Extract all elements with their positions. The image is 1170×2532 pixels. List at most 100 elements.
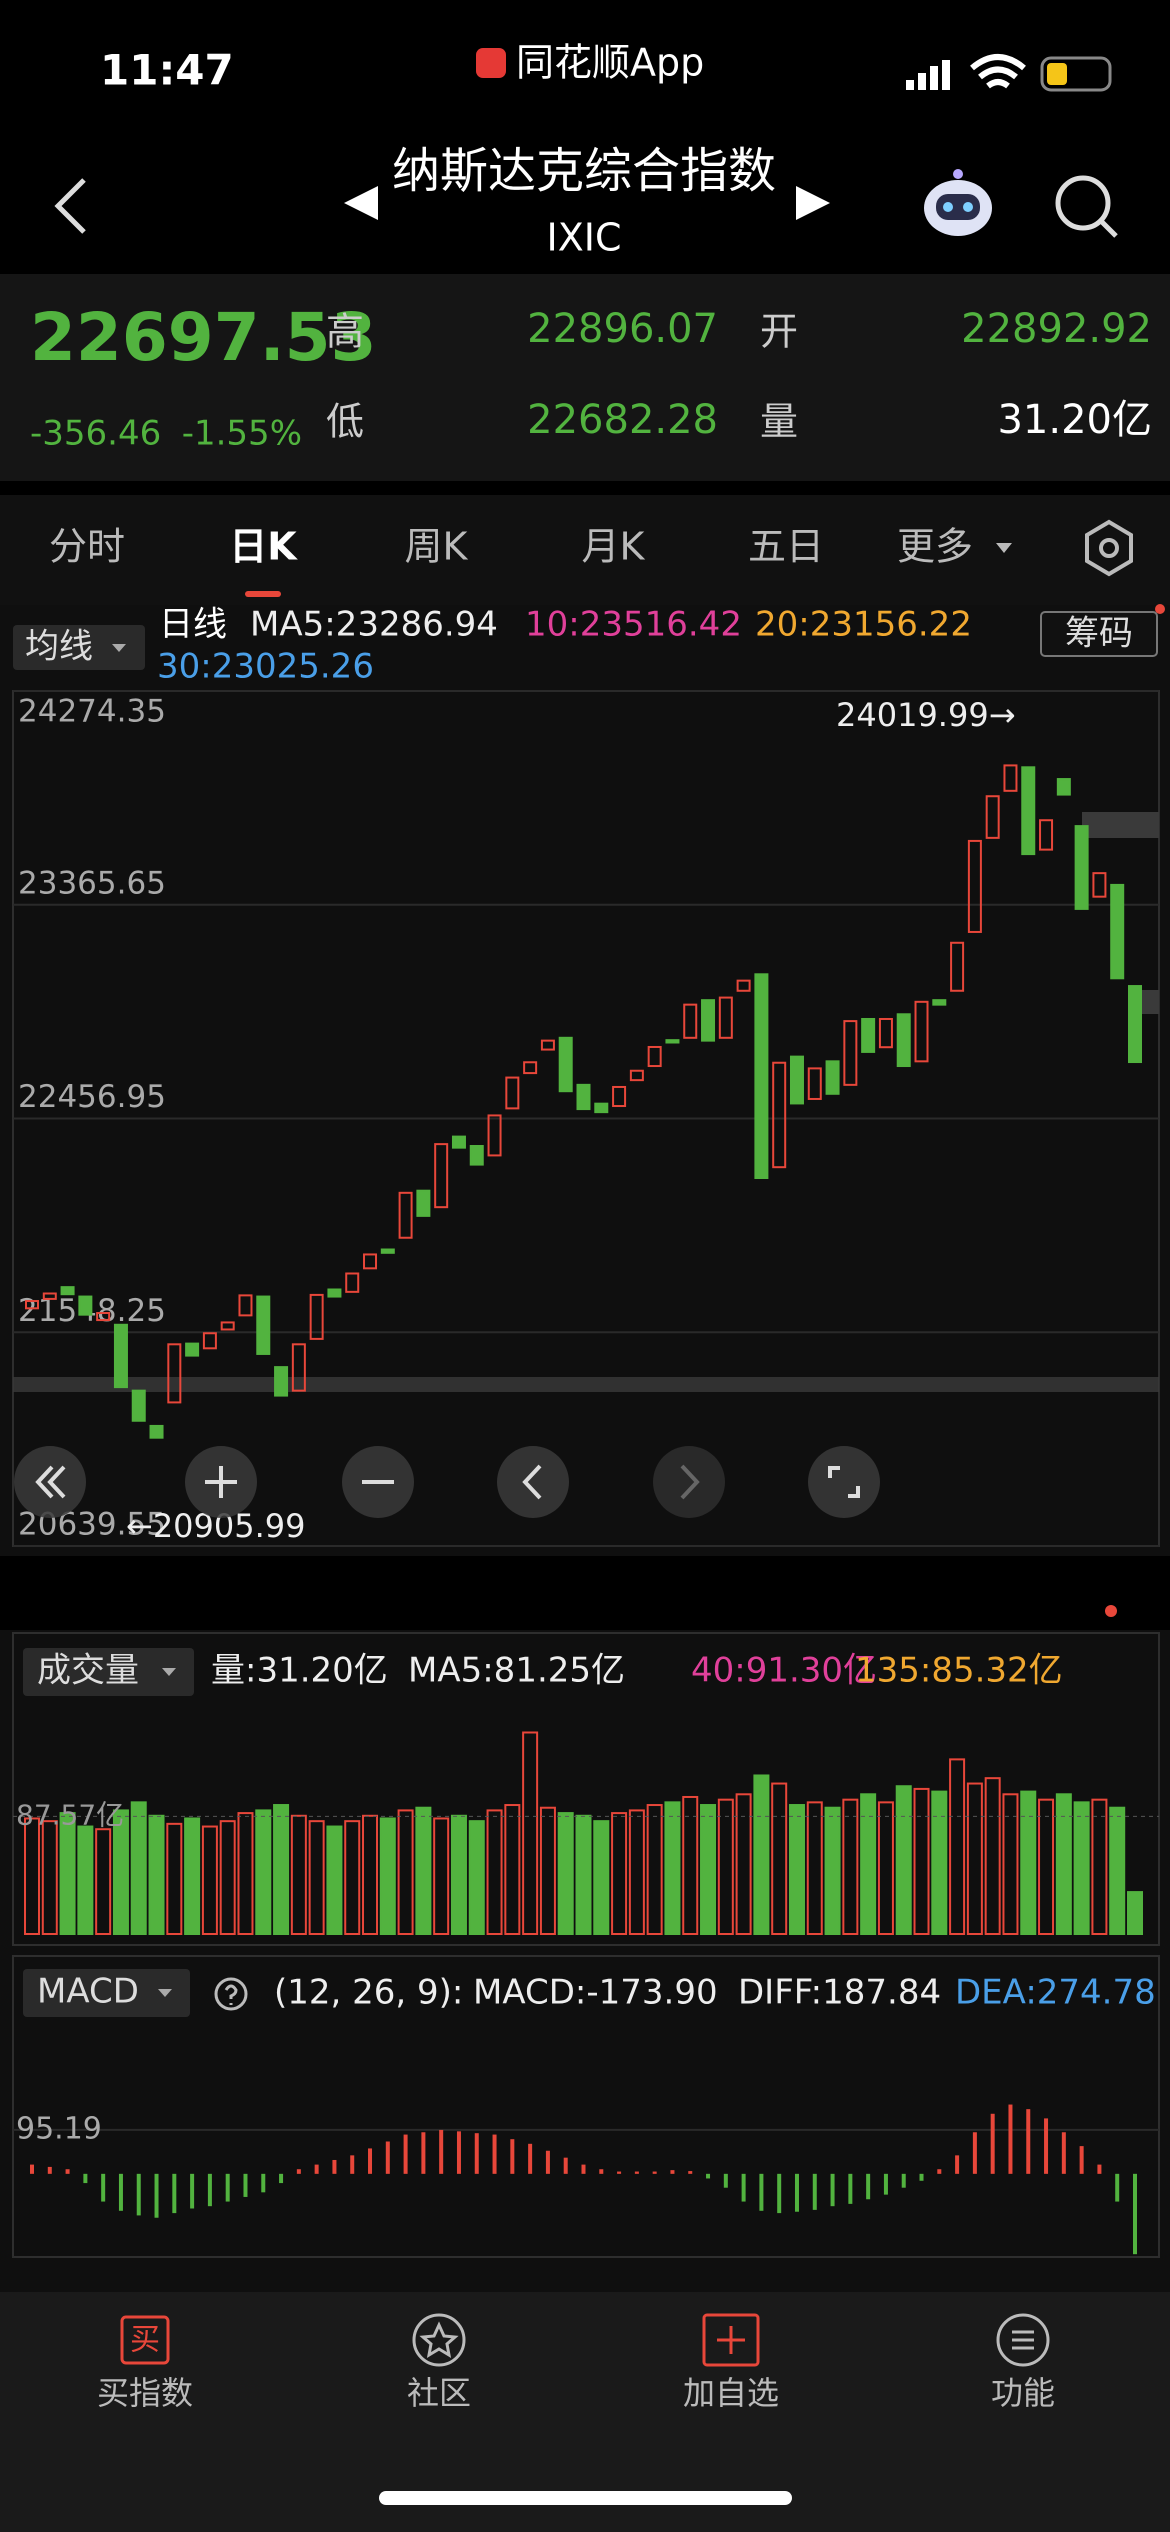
index-title: 纳斯达克综合指数 [392, 143, 776, 199]
candle [505, 1076, 520, 1110]
macd-value: MACD:-173.90 [473, 1973, 718, 2013]
volume-bar [593, 1820, 610, 1935]
volume-bar [824, 1806, 841, 1936]
candle [149, 1424, 164, 1439]
volume-bar [895, 1785, 912, 1935]
community-icon[interactable] [412, 2313, 466, 2367]
macd-bar [688, 2171, 693, 2174]
ma-button[interactable] [13, 625, 145, 670]
volume-bar [77, 1825, 94, 1936]
candle [718, 996, 733, 1039]
candle [238, 1294, 253, 1317]
macd-bar [83, 2173, 88, 2184]
high-annotation: 24019.99→ [836, 696, 1016, 734]
macd-bar [652, 2171, 657, 2174]
volume-bar [1002, 1793, 1019, 1936]
candle [274, 1366, 289, 1397]
scroll-left-icon [35, 1465, 66, 1499]
date-axis-bg [0, 1556, 1170, 1630]
candle [291, 1343, 306, 1392]
candle [612, 1085, 627, 1108]
macd-bar [883, 2173, 888, 2195]
ma30: 30:23025.26 [157, 647, 374, 687]
macd-bar [723, 2173, 728, 2188]
candle [878, 1017, 893, 1049]
tab[interactable]: 月K [582, 525, 646, 569]
settings-icon[interactable] [1085, 519, 1133, 577]
volume-bar [59, 1812, 76, 1936]
candle [131, 1389, 146, 1422]
y-tick-label: 95.19 [16, 2111, 102, 2146]
macd-bar [617, 2171, 622, 2174]
fullscreen-button[interactable] [808, 1446, 880, 1518]
candle [540, 1039, 555, 1051]
volume-ma135: 135:85.32亿 [855, 1651, 1063, 1691]
tab[interactable]: 五日 [748, 525, 824, 569]
next-button[interactable] [653, 1446, 725, 1518]
macd-bar [279, 2173, 284, 2184]
nav-label[interactable]: 社区 [407, 2374, 471, 2412]
volume-bar [184, 1817, 201, 1935]
candle [202, 1332, 217, 1350]
back-button[interactable] [54, 178, 86, 234]
volume-bar [700, 1804, 717, 1935]
help-glyph [224, 1984, 238, 2005]
macd-bar [403, 2134, 408, 2174]
prev-button[interactable] [497, 1446, 569, 1518]
volume-bar [753, 1774, 770, 1935]
macd-bar [456, 2131, 461, 2174]
change-pct: -1.55% [182, 414, 302, 454]
buy-icon[interactable] [120, 2315, 170, 2365]
function-lines [1012, 2330, 1034, 2350]
macd-bar [794, 2173, 799, 2212]
chips-button[interactable] [1040, 611, 1158, 657]
candle [843, 1020, 858, 1086]
macd-bar [812, 2173, 817, 2210]
macd-button[interactable] [23, 1969, 190, 2017]
macd-bar [65, 2169, 70, 2174]
macd-bar [154, 2173, 159, 2218]
chart-background [0, 605, 1170, 2292]
buy-icon-text: 买 [130, 2323, 160, 2358]
macd-button-text: MACD [37, 1972, 139, 2012]
macd-bar [937, 2169, 942, 2174]
macd-bar [563, 2157, 568, 2174]
prev-arrow[interactable] [344, 186, 378, 220]
search-icon[interactable] [1055, 175, 1111, 231]
macd-bar [172, 2173, 177, 2214]
candle [914, 1000, 929, 1063]
volume-bar [433, 1817, 450, 1935]
volume-bar [166, 1822, 183, 1936]
volume-bar [557, 1812, 574, 1936]
tab[interactable]: 周K [405, 525, 469, 569]
candle [825, 1060, 840, 1095]
function-icon[interactable] [996, 2313, 1050, 2367]
candle [416, 1189, 431, 1217]
volume-bar [842, 1798, 859, 1935]
tab[interactable]: 更多 [897, 525, 973, 569]
macd-bar [261, 2173, 266, 2193]
next-arrow[interactable] [796, 186, 830, 220]
index-symbol: IXIC [547, 216, 622, 260]
help-icon[interactable] [214, 1977, 248, 2011]
nav-label[interactable]: 加自选 [683, 2374, 779, 2412]
y-tick-label: 22456.95 [18, 1079, 166, 1115]
nav-label[interactable]: 买指数 [97, 2374, 193, 2412]
volume-ma5: MA5:81.25亿 [408, 1651, 625, 1691]
candle [985, 795, 1000, 839]
red-dot [1155, 604, 1165, 614]
nav-label[interactable]: 功能 [991, 2374, 1055, 2412]
volume-button[interactable] [23, 1648, 194, 1696]
candle [665, 1039, 680, 1044]
period: 日线 [159, 605, 227, 645]
candle [1128, 985, 1142, 1064]
tab[interactable]: 分时 [49, 525, 125, 569]
candle [220, 1321, 235, 1331]
macd-bar [1008, 2104, 1013, 2174]
tab[interactable]: 日K [229, 525, 298, 569]
macd-bar [368, 2148, 373, 2174]
watchlist-icon[interactable] [702, 2313, 760, 2367]
volume-bar [611, 1812, 628, 1936]
macd-bar [101, 2173, 106, 2202]
assistant-icon[interactable] [924, 169, 992, 236]
